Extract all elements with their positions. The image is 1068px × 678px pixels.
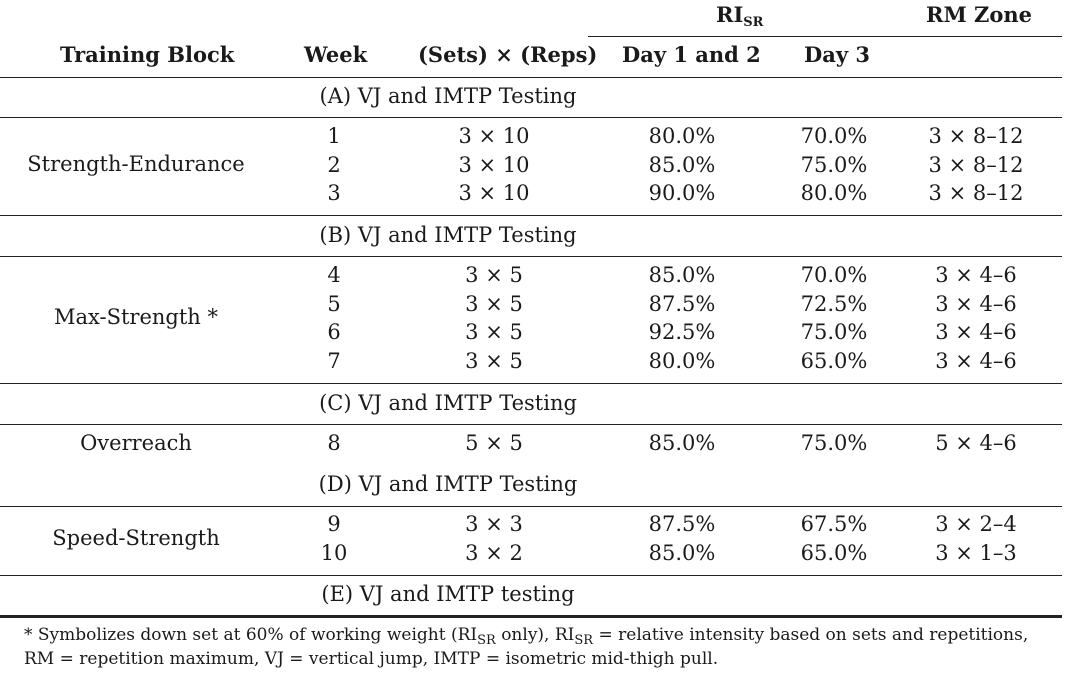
week-cell: 6 (327, 320, 341, 344)
sets-cell: 3 × 5 (465, 320, 523, 344)
footnote-line-1: * Symbolizes down set at 60% of working … (24, 625, 1029, 648)
testing-row: (E) VJ and IMTP testing (321, 582, 575, 606)
rm-cell: 3 × 4–6 (935, 320, 1017, 344)
header-subrule (588, 36, 1062, 37)
sets-cell: 3 × 10 (458, 124, 530, 148)
rm-zone-header: RM Zone (926, 2, 1032, 27)
rm-cell: 3 × 2–4 (935, 512, 1017, 536)
rm-cell: 3 × 1–3 (935, 541, 1017, 565)
sets-cell: 3 × 10 (458, 181, 530, 205)
week-cell: 9 (327, 512, 341, 536)
day3-cell: 67.5% (800, 512, 868, 536)
rm-cell: 3 × 4–6 (935, 263, 1017, 287)
week-cell: 8 (327, 431, 341, 455)
rm-cell: 3 × 8–12 (928, 153, 1024, 177)
week-cell: 7 (327, 349, 341, 373)
block-name: Max-Strength * (54, 305, 218, 329)
week-header: Week (304, 42, 368, 67)
week-cell: 2 (327, 153, 341, 177)
block-name: Overreach (80, 431, 192, 455)
day3-cell: 72.5% (800, 292, 868, 316)
day12-cell: 87.5% (648, 512, 716, 536)
day3-cell: 75.0% (800, 153, 868, 177)
rm-cell: 3 × 8–12 (928, 181, 1024, 205)
day12-cell: 92.5% (648, 320, 716, 344)
week-cell: 10 (320, 541, 348, 565)
sets-cell: 3 × 10 (458, 153, 530, 177)
day12-cell: 90.0% (648, 181, 716, 205)
day12-cell: 80.0% (648, 349, 716, 373)
day3-cell: 75.0% (800, 320, 868, 344)
week-cell: 5 (327, 292, 341, 316)
rm-cell: 3 × 4–6 (935, 292, 1017, 316)
day12-cell: 85.0% (648, 153, 716, 177)
rule (0, 383, 1062, 384)
footnote: * Symbolizes down set at 60% of working … (24, 623, 1028, 671)
day3-cell: 65.0% (800, 541, 868, 565)
day3-cell: 70.0% (800, 263, 868, 287)
week-cell: 4 (327, 263, 341, 287)
ri-sr-header: RISR (716, 2, 764, 30)
day3-cell: 70.0% (800, 124, 868, 148)
rm-cell: 3 × 4–6 (935, 349, 1017, 373)
day12-cell: 85.0% (648, 263, 716, 287)
day3-cell: 80.0% (800, 181, 868, 205)
testing-row: (B) VJ and IMTP Testing (319, 223, 577, 247)
testing-row: (C) VJ and IMTP Testing (319, 391, 577, 415)
rule (0, 215, 1062, 216)
rm-cell: 3 × 8–12 (928, 124, 1024, 148)
sets-cell: 3 × 2 (465, 541, 523, 565)
testing-row: (D) VJ and IMTP Testing (318, 472, 578, 496)
rule (0, 424, 1062, 425)
footnote-line-2: RM = repetition maximum, VJ = vertical j… (24, 649, 719, 669)
day12-cell: 85.0% (648, 541, 716, 565)
rule (0, 256, 1062, 257)
week-cell: 3 (327, 181, 341, 205)
sets-cell: 3 × 5 (465, 349, 523, 373)
sets-cell: 5 × 5 (465, 431, 523, 455)
bottom-rule (0, 615, 1062, 618)
day3-header: Day 3 (804, 42, 870, 67)
day12-cell: 85.0% (648, 431, 716, 455)
testing-row: (A) VJ and IMTP Testing (319, 84, 577, 108)
week-cell: 1 (327, 124, 341, 148)
rm-cell: 5 × 4–6 (935, 431, 1017, 455)
day3-cell: 65.0% (800, 349, 868, 373)
block-name: Speed-Strength (52, 526, 220, 550)
sets-cell: 3 × 3 (465, 512, 523, 536)
block-name: Strength-Endurance (27, 152, 245, 176)
day12-cell: 80.0% (648, 124, 716, 148)
day12-cell: 87.5% (648, 292, 716, 316)
day3-cell: 75.0% (800, 431, 868, 455)
rule (0, 77, 1062, 78)
sets-cell: 3 × 5 (465, 263, 523, 287)
training-block-header: Training Block (60, 42, 235, 67)
sets-cell: 3 × 5 (465, 292, 523, 316)
rule (0, 506, 1062, 507)
sets-reps-header: (Sets) × (Reps) (418, 42, 598, 67)
rule (0, 117, 1062, 118)
rule (0, 575, 1062, 576)
day12-header: Day 1 and 2 (622, 42, 761, 67)
